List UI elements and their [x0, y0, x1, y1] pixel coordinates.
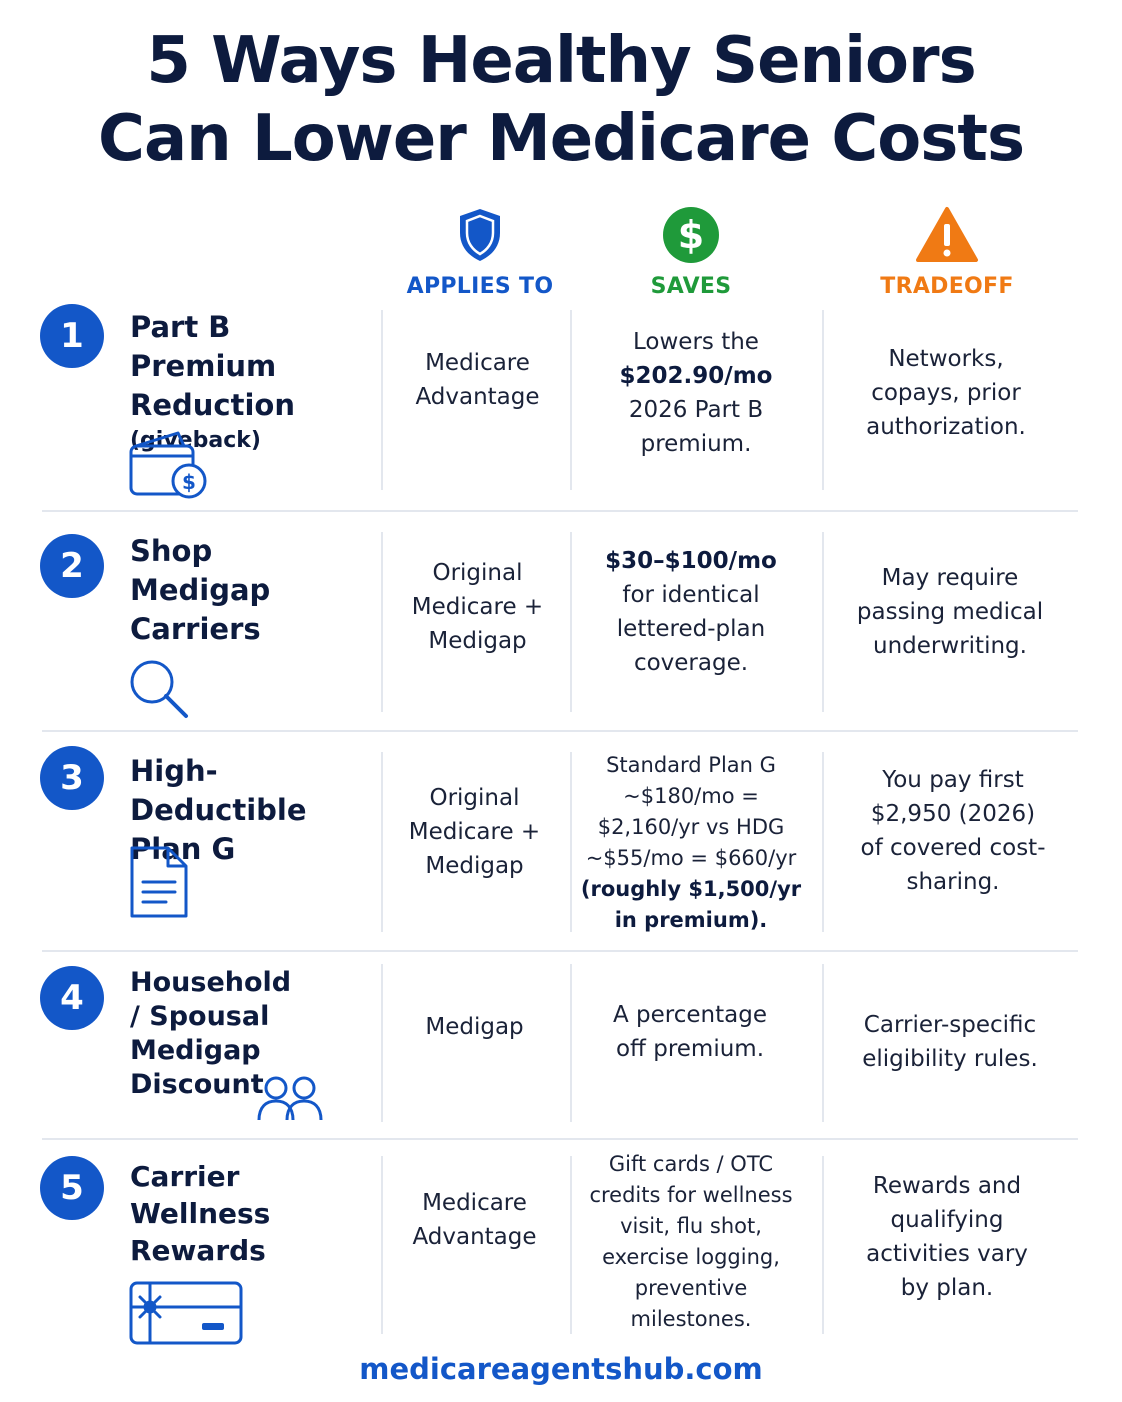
saves-text: 2026 Part B premium.	[628, 397, 764, 457]
applies-to-cell: Original Medicare + Medigap	[411, 560, 544, 654]
svg-text:$: $	[678, 213, 704, 257]
column-divider	[570, 752, 572, 932]
column-divider	[570, 964, 572, 1122]
saves-label: SAVES	[650, 274, 732, 299]
column-divider	[822, 752, 824, 932]
row-number-badge: 4	[40, 966, 104, 1030]
column-divider	[570, 310, 572, 490]
saves-cell: Standard Plan G ~$180/mo = $2,160/yr vs …	[578, 748, 804, 938]
row-separator	[42, 1138, 1078, 1140]
wallet-dollar-icon: $	[128, 428, 210, 504]
gift-card-icon	[128, 1280, 244, 1350]
applies-to-cell: Medicare Advantage	[415, 350, 540, 410]
saves-text: Standard Plan G ~$180/mo = $2,160/yr vs …	[585, 753, 797, 870]
row-5: 5 Carrier Wellness Rewards Medicare Adva…	[0, 1140, 1122, 1350]
row-title: High-Deductible Plan G	[130, 754, 307, 866]
applies-to-label: APPLIES TO	[406, 274, 554, 299]
row-2: 2 Shop Medigap Carriers Original Medicar…	[0, 512, 1122, 732]
row-title-text: Part B Premium Reduction	[130, 310, 295, 422]
column-divider	[822, 1156, 824, 1334]
saves-cell: $30–$100/mo for identical lettered-plan …	[588, 537, 794, 687]
saves-amount: (roughly $1,500/yr in premium).	[580, 877, 802, 932]
column-divider	[381, 964, 383, 1122]
row-1: 1 Part B Premium Reduction (giveback) $ …	[0, 300, 1122, 512]
saves-text: for identical lettered-plan coverage.	[616, 582, 766, 676]
column-divider	[381, 1156, 383, 1334]
column-header-applies-to: APPLIES TO	[365, 200, 595, 299]
row-title: Carrier Wellness Rewards	[130, 1160, 271, 1267]
tradeoff-cell: Networks, copays, prior authorization.	[866, 346, 1026, 440]
magnifier-icon	[128, 658, 190, 724]
saves-text: Lowers the	[633, 329, 759, 355]
row-number-badge: 1	[40, 304, 104, 368]
saves-amount: $30–$100/mo	[605, 548, 777, 574]
tradeoff-cell: You pay first $2,950 (2026) of covered c…	[860, 767, 1046, 895]
row-separator	[42, 510, 1078, 512]
column-header-saves: $ SAVES	[576, 200, 806, 299]
document-icon	[128, 844, 190, 924]
row-separator	[42, 730, 1078, 732]
column-header-tradeoff: TRADEOFF	[832, 200, 1062, 299]
saves-cell: Gift cards / OTC credits for wellness vi…	[589, 1152, 793, 1331]
applies-to-cell: Medicare Advantage	[412, 1190, 537, 1250]
saves-amount: $202.90/mo	[619, 363, 773, 389]
svg-text:$: $	[182, 470, 196, 494]
shield-icon	[365, 200, 595, 270]
footer-website[interactable]: medicareagentshub.com	[359, 1352, 763, 1386]
column-divider	[822, 532, 824, 712]
applies-to-cell: Original Medicare + Medigap	[408, 785, 541, 879]
row-title: Household / Spousal Medigap Discount	[130, 967, 292, 1100]
saves-cell: Lowers the $202.90/mo 2026 Part B premiu…	[585, 325, 807, 461]
row-title: Shop Medigap Carriers	[130, 534, 271, 646]
saves-cell: A percentage off premium.	[613, 1002, 767, 1062]
dollar-icon: $	[576, 200, 806, 270]
applies-to-cell: Medigap	[425, 1014, 524, 1040]
column-divider	[822, 964, 824, 1122]
tradeoff-label: TRADEOFF	[880, 274, 1014, 299]
row-number-badge: 5	[40, 1156, 104, 1220]
column-divider	[570, 1156, 572, 1334]
row-number-badge: 3	[40, 746, 104, 810]
column-divider	[381, 532, 383, 712]
row-4: 4 Household / Spousal Medigap Discount M…	[0, 952, 1122, 1140]
tradeoff-cell: May require passing medical underwriting…	[856, 565, 1044, 659]
column-divider	[381, 310, 383, 490]
tradeoff-cell: Rewards and qualifying activities vary b…	[866, 1173, 1028, 1301]
row-3: 3 High-Deductible Plan G Original Medica…	[0, 732, 1122, 952]
title-line-1: 5 Ways Healthy Seniors	[146, 24, 976, 98]
row-separator	[42, 950, 1078, 952]
title-line-2: Can Lower Medicare Costs	[97, 102, 1025, 176]
warning-icon	[832, 200, 1062, 270]
two-people-icon	[256, 1074, 324, 1126]
column-divider	[381, 752, 383, 932]
column-divider	[570, 532, 572, 712]
row-number-badge: 2	[40, 534, 104, 598]
page-title: 5 Ways Healthy Seniors Can Lower Medicar…	[0, 22, 1122, 178]
column-divider	[822, 310, 824, 490]
tradeoff-cell: Carrier-specific eligibility rules.	[862, 1012, 1038, 1072]
